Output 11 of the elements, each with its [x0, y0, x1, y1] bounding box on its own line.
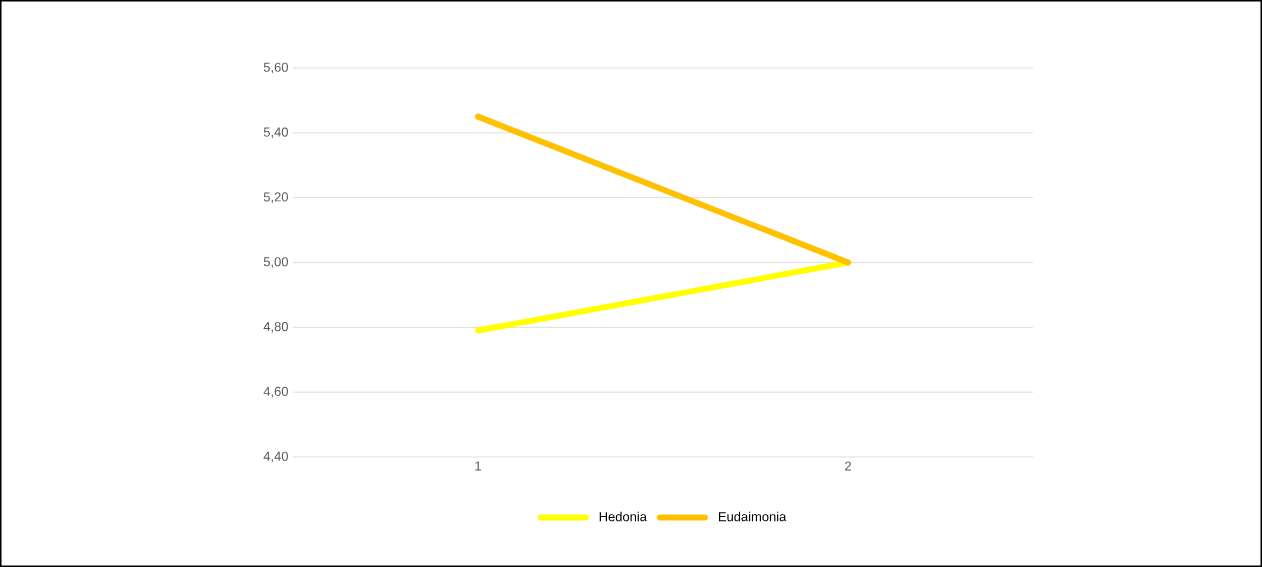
y-tick-label: 4,60: [263, 386, 288, 398]
legend-label: Hedonia: [599, 511, 647, 522]
y-tick-label: 5,20: [263, 192, 288, 203]
x-tick-label: 2: [845, 461, 851, 471]
y-tick-label: 4,80: [263, 321, 288, 333]
y-tick-label: 5,00: [263, 257, 288, 268]
y-tick-label: 4,40: [263, 451, 288, 463]
y-tick-label: 5,40: [263, 127, 288, 139]
y-tick-label: 5,60: [263, 62, 288, 74]
legend-label: Eudaimonia: [718, 511, 787, 522]
x-tick-label: 1: [475, 461, 481, 471]
